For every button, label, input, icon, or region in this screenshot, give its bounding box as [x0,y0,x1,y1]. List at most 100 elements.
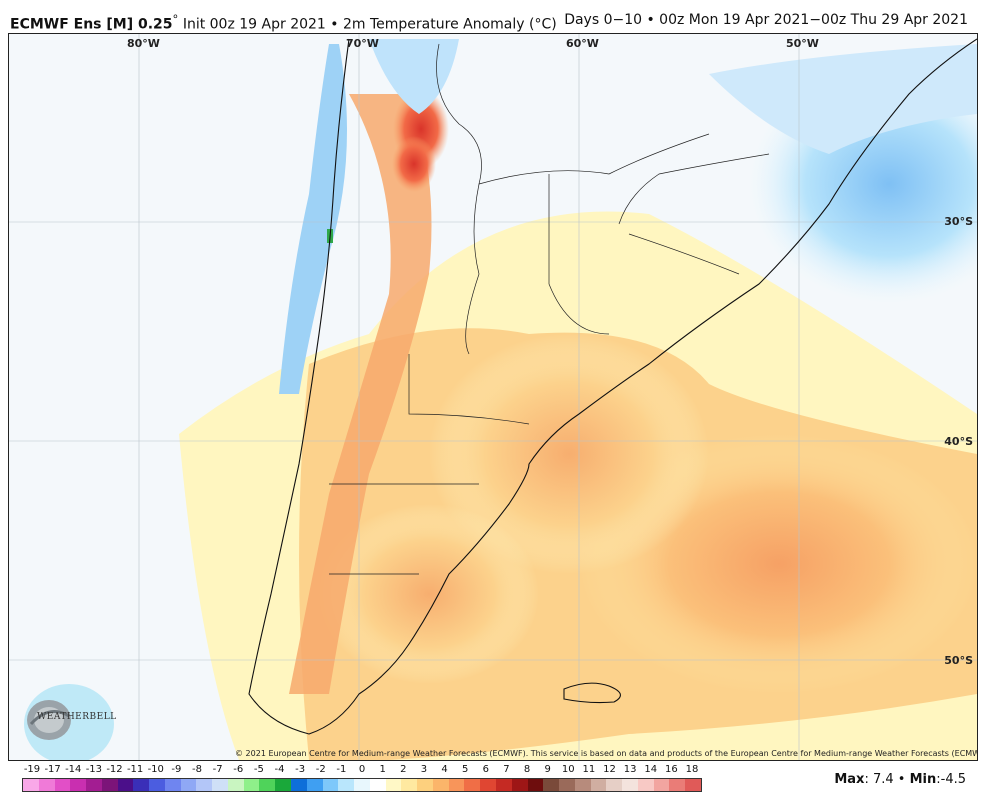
scale-swatch [23,779,39,791]
scale-tick-label: 1 [379,764,386,775]
lat-label-40s: 40°S [944,435,973,448]
scale-tick-label: 8 [523,764,531,775]
scale-swatch [38,779,55,791]
scale-tick-label: 9 [544,764,551,775]
anomaly-map [9,34,977,760]
scale-swatch [574,779,591,791]
scale-swatch [101,779,118,791]
scale-swatch [291,779,307,791]
min-value: -4.5 [940,772,966,787]
scale-swatch [653,779,670,791]
ecmwf-credit: © 2021 European Centre for Medium-range … [235,749,978,758]
valid-period: Days 0−10 • 00z Mon 19 Apr 2021−00z Thu … [564,12,968,28]
scale-swatch [401,779,418,791]
scale-tick-label: 16 [665,764,678,775]
scale-swatch [86,779,102,791]
scale-tick-label: 18 [685,764,699,775]
scale-tick-label: 5 [461,764,469,775]
scale-swatch [70,779,87,791]
title-separator: • [330,16,339,33]
weatherbell-logo: WEATHERBELL [23,694,116,742]
patagonia-warm-anomaly [319,504,539,684]
scale-tick-label: -9 [171,764,182,775]
scale-swatch [606,779,623,791]
scale-tick-label: -4 [274,764,285,775]
scale-swatch [432,779,449,791]
scale-tick-label: -6 [233,764,244,775]
map-panel: 80°W 70°W 60°W 50°W 30°S 40°S 50°S WEATH… [8,33,978,761]
scale-tick-label: -3 [295,764,306,775]
scale-swatch [149,779,165,791]
scale-tick-label: -1 [336,764,347,775]
color-scale: -19 -17 -14 -13 -12 -11 -10 -9 -8 -7 -6 -5 -4 -3 -2 -1 0… [22,764,702,792]
scale-swatch [464,779,481,791]
scale-swatch [354,779,370,791]
scale-tick-label: -10 [147,764,164,775]
model-degree: ° [172,12,179,26]
andes-warm-band [289,94,432,694]
logo-text: WEATHERBELL [37,712,117,722]
scale-tick-label: 11 [582,764,596,775]
model-name: ECMWF Ens [M] 0.25 [10,16,173,33]
scale-swatch [637,779,654,791]
scale-bar [22,778,702,792]
scale-labels: -19 -17 -14 -13 -12 -11 -10 -9 -8 -7 -6 -5 -4 -3 -2 -1 0… [22,764,702,778]
max-value: 7.4 [872,772,894,787]
lat-label-30s: 30°S [944,215,973,228]
variable-name: 2m Temperature Anomaly (°C) [343,16,557,33]
scale-tick-label: 4 [441,764,448,775]
scale-swatch [369,779,386,791]
scale-swatch [685,779,701,791]
argentina-warm-anomaly [429,334,709,574]
scale-tick-label: -14 [65,764,82,775]
scale-swatch [196,779,213,791]
scale-swatch [259,779,276,791]
scale-tick-label: -13 [85,764,103,775]
scale-swatch [448,779,465,791]
scale-swatch [511,779,528,791]
scale-swatch [385,779,402,791]
scale-tick-label: 7 [503,764,510,775]
scale-tick-label: -19 [23,764,41,775]
scale-tick-label: -5 [253,764,264,775]
scale-swatch [338,779,355,791]
scale-tick-label: -12 [106,764,123,775]
scale-swatch [417,779,433,791]
scale-tick-label: -8 [192,764,202,775]
init-time: Init 00z 19 Apr 2021 [182,16,326,33]
scale-tick-label: 14 [644,764,658,775]
scale-swatch [495,779,512,791]
scale-swatch [480,779,496,791]
scale-tick-label: -7 [212,764,223,775]
scale-swatch [243,779,260,791]
scale-swatch [669,779,686,791]
scale-swatch [590,779,607,791]
scale-swatch [275,779,292,791]
chile-coast-cool-band [279,44,347,394]
max-label: Max [834,772,865,787]
scale-tick-label: -11 [126,764,144,775]
lon-label-60w: 60°W [566,37,599,50]
graticule [9,34,977,760]
scale-swatch [559,779,575,791]
scale-tick-label: 2 [400,764,407,775]
scale-swatch [54,779,71,791]
scale-tick-label: -2 [315,764,326,775]
scale-swatch [117,779,134,791]
scale-tick-label: 12 [603,764,616,775]
scale-tick-label: 0 [358,764,366,775]
scale-tick-label: -17 [44,764,61,775]
scale-swatch [180,779,197,791]
scale-tick-label: 3 [420,764,428,775]
scale-swatch [306,779,323,791]
north-andes-cool [349,39,459,114]
andes-hot-spot-south [392,136,436,192]
scale-tick-label: 13 [623,764,637,775]
coastlines [248,38,977,735]
scale-swatch [527,779,544,791]
scale-swatch [322,779,339,791]
borders [329,43,770,575]
min-label: Min [909,772,937,787]
lat-label-50s: 50°S [944,654,973,667]
scale-swatch [543,779,560,791]
